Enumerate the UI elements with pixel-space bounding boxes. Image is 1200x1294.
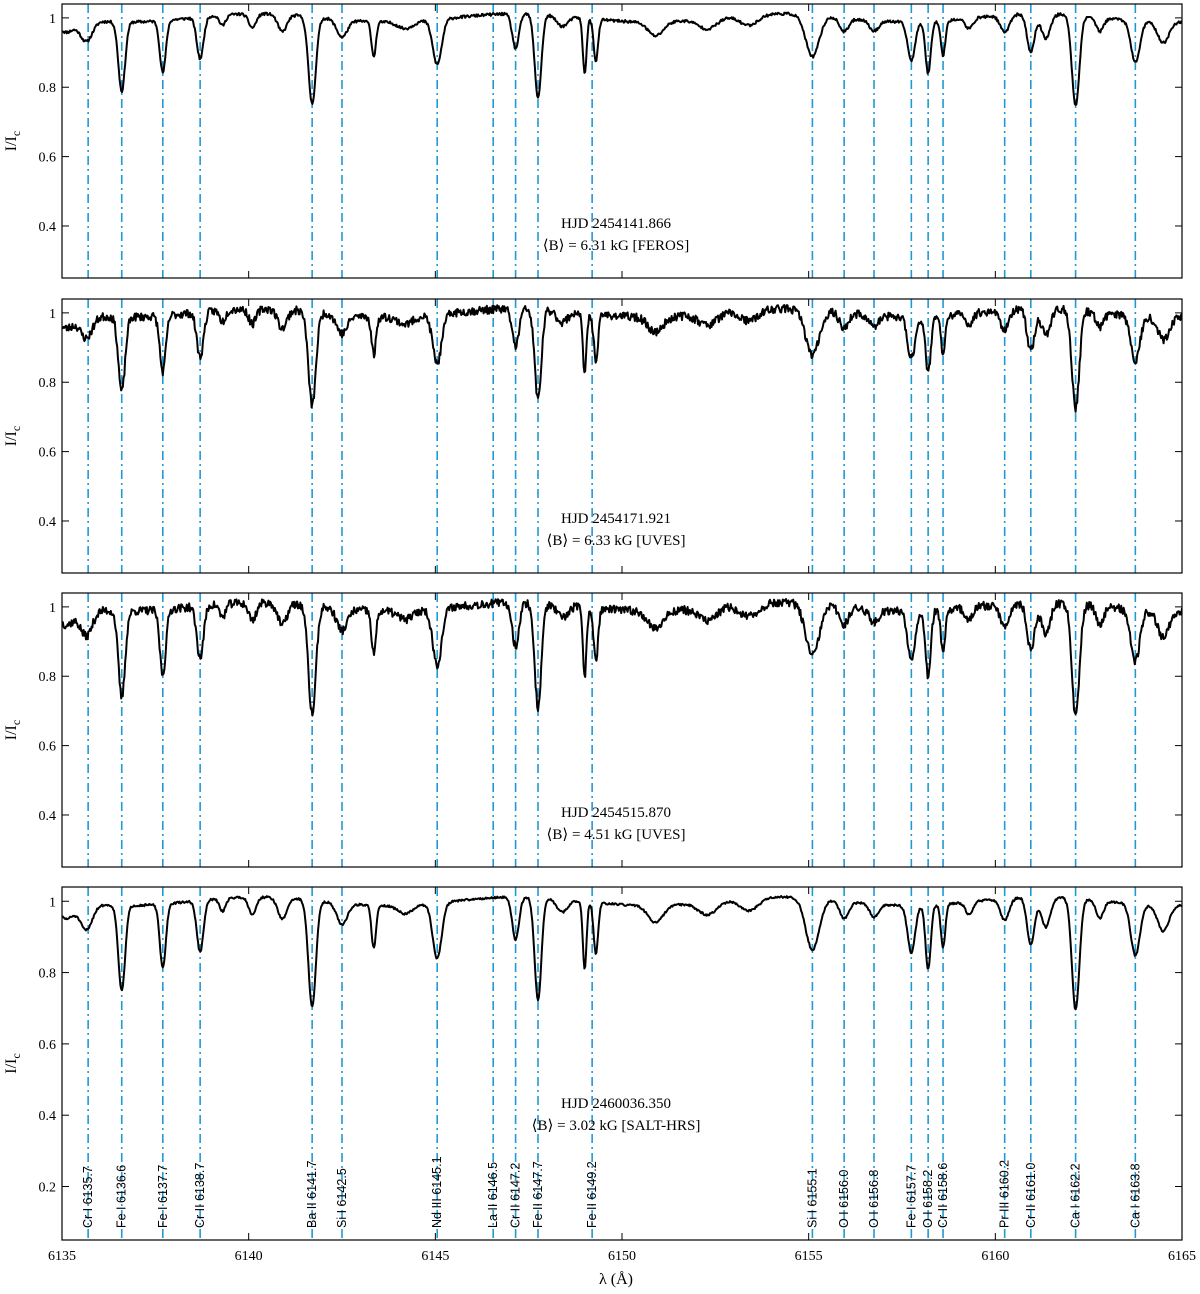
y-tick-label: 0.6: [39, 740, 57, 755]
y-axis-label-subscript: c: [9, 426, 23, 431]
panel-frame: [61, 886, 1183, 1241]
line-label: Fe I 6137.7: [156, 1165, 170, 1228]
x-tick-label: 6140: [235, 1249, 263, 1264]
line-label: Cr I 6135.7: [81, 1166, 95, 1228]
line-label: Fe I 6157.7: [904, 1165, 918, 1228]
y-axis-label: I/Ic: [3, 720, 23, 740]
line-label: Ca I 6162.2: [1069, 1163, 1083, 1228]
line-label: Nd III 6145.1: [430, 1156, 444, 1228]
line-label: Cr II 6161.0: [1024, 1163, 1038, 1228]
y-axis-label: I/Ic: [3, 131, 23, 151]
panel-feros: 0.4 0.6 0.8 1 I/Ic HJD 2454141.866 ⟨B⟩ = 6.31 …: [3, 3, 1183, 279]
panel-hjd-text: HJD 2454141.866: [561, 216, 672, 232]
y-tick-label: 0.4: [39, 1109, 57, 1124]
y-tick-label: 0.8: [39, 376, 57, 391]
x-tick-label: 6150: [608, 1249, 636, 1264]
x-tick-label: 6155: [795, 1249, 823, 1264]
y-tick-label: 1: [49, 601, 56, 616]
x-tick-label: 6165: [1168, 1249, 1196, 1264]
panel-field-text: ⟨B⟩ = 6.33 kG [UVES]: [547, 533, 686, 549]
line-label: Ca I 6163.8: [1128, 1163, 1142, 1228]
y-axis-label: I/Ic: [3, 426, 23, 446]
line-label: Cr II 6147.2: [509, 1163, 523, 1228]
y-tick-label: 0.6: [39, 1038, 57, 1053]
panel-uves2: 0.4 0.6 0.8 1 I/Ic HJD 2454515.870 ⟨B⟩ = 4.51 …: [3, 592, 1183, 868]
y-tick-label: 1: [49, 12, 56, 27]
line-label: La II 6146.5: [486, 1162, 500, 1228]
y-tick-label: 0.8: [39, 670, 57, 685]
x-tick-label: 6160: [981, 1249, 1009, 1264]
line-label: Cr II 6138.7: [193, 1163, 207, 1228]
y-axis-label-subscript: c: [9, 720, 23, 725]
line-label: Ba II 6141.7: [305, 1161, 319, 1228]
panel-field-text: ⟨B⟩ = 6.31 kG [FEROS]: [543, 238, 689, 254]
y-tick-label: 0.8: [39, 967, 57, 982]
spectrum-line: [62, 598, 1182, 717]
x-axis-label: λ (Å): [599, 1270, 633, 1288]
panel-frame: [61, 592, 1183, 868]
panel-field-text: ⟨B⟩ = 3.02 kG [SALT-HRS]: [532, 1118, 701, 1134]
y-tick-label: 0.6: [39, 151, 57, 166]
panel-field-text: ⟨B⟩ = 4.51 kG [UVES]: [547, 827, 686, 843]
y-tick-label: 0.6: [39, 446, 57, 461]
spectrum-line: [62, 895, 1182, 1011]
y-tick-label: 1: [49, 307, 56, 322]
panel-salt: 0.2 0.4 0.6 0.8 1 I/Ic HJD 2460036.350 ⟨B⟩ = 3.…: [3, 886, 1196, 1264]
line-label: Cr II 6158.6: [936, 1163, 950, 1228]
spectrum-line: [62, 11, 1182, 106]
line-label: O I 6158.2: [921, 1170, 935, 1228]
line-label: Fe II 6149.2: [585, 1161, 599, 1228]
y-tick-label: 0.4: [39, 515, 57, 530]
panel-uves1: 0.4 0.6 0.8 1 I/Ic HJD 2454171.921 ⟨B⟩ = 6.33 …: [3, 298, 1183, 574]
panel-frame: [61, 3, 1183, 279]
line-label: Fe II 6147.7: [531, 1161, 545, 1228]
panels-group: 0.4 0.6 0.8 1 I/Ic HJD 2454141.866 ⟨B⟩ = 6.31 …: [3, 3, 1196, 1264]
x-tick-label: 6135: [48, 1249, 76, 1264]
y-tick-label: 0.8: [39, 81, 57, 96]
panel-frame: [61, 298, 1183, 574]
y-tick-label: 0.4: [39, 220, 57, 235]
line-label: Fe I 6136.6: [115, 1165, 129, 1228]
panel-hjd-text: HJD 2454515.870: [561, 805, 671, 821]
line-label: O I 6156.8: [867, 1170, 881, 1228]
x-tick-label: 6145: [421, 1249, 449, 1264]
panel-hjd-text: HJD 2454171.921: [561, 511, 671, 527]
line-label: Si I 6155.1: [805, 1168, 819, 1228]
y-axis-label-subscript: c: [9, 1053, 23, 1058]
spectrum-line: [62, 304, 1182, 413]
panel-hjd-text: HJD 2460036.350: [561, 1096, 671, 1112]
y-tick-label: 1: [49, 895, 56, 910]
y-axis-label: I/Ic: [3, 1053, 23, 1073]
y-tick-label: 0.2: [39, 1181, 57, 1196]
line-label: O I 6156.0: [837, 1170, 851, 1228]
line-label: Si I 6142.5: [335, 1168, 349, 1228]
y-tick-label: 0.4: [39, 809, 57, 824]
line-label: Pr III 6160.2: [998, 1160, 1012, 1228]
y-axis-label-subscript: c: [9, 131, 23, 136]
